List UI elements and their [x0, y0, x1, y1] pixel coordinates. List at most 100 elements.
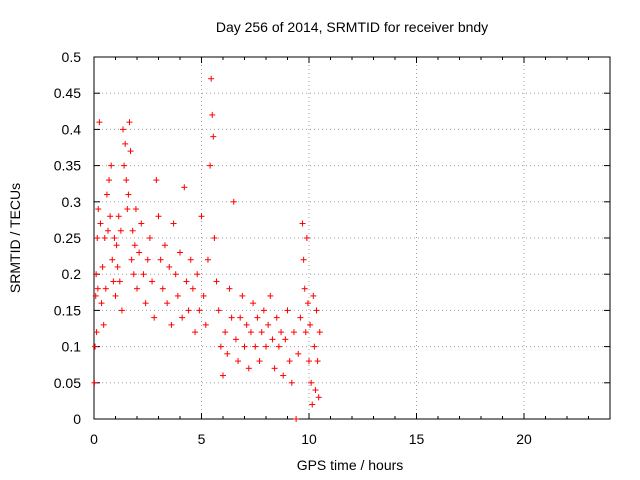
x-axis-label: GPS time / hours: [297, 457, 404, 473]
data-point: [177, 249, 183, 256]
data-point: [299, 220, 306, 227]
data-point: [198, 213, 205, 220]
data-point: [111, 235, 118, 241]
data-point: [213, 278, 220, 285]
data-point: [116, 278, 123, 285]
data-point: [311, 343, 318, 350]
data-point: [142, 300, 149, 307]
data-point: [134, 285, 140, 292]
data-point: [302, 329, 309, 336]
data-point: [185, 307, 192, 314]
data-point: [125, 191, 132, 198]
y-tick-label: 0.1: [62, 339, 82, 355]
data-point: [282, 336, 289, 343]
data-point: [159, 285, 166, 292]
data-point: [200, 292, 207, 299]
data-point: [174, 292, 181, 299]
data-point: [301, 285, 308, 292]
data-point: [98, 300, 105, 307]
data-point: [161, 242, 168, 249]
y-tick-label: 0.35: [54, 158, 81, 174]
data-point: [241, 343, 248, 350]
data-point: [107, 213, 114, 220]
data-point: [204, 256, 211, 263]
data-point: [295, 350, 302, 357]
data-point: [166, 263, 173, 270]
data-point: [293, 416, 300, 422]
data-point: [271, 365, 278, 372]
data-point: [243, 321, 250, 328]
data-point: [93, 271, 100, 278]
data-point: [95, 206, 102, 213]
data-point: [126, 119, 133, 126]
data-point: [106, 177, 113, 184]
data-point: [210, 133, 217, 140]
data-point: [239, 292, 246, 299]
data-point: [121, 162, 128, 169]
y-axis-label: SRMTID / TECUs: [7, 183, 23, 293]
data-point: [273, 314, 280, 321]
data-point: [110, 278, 117, 285]
y-tick-label: 0.3: [62, 194, 82, 210]
data-point: [312, 387, 319, 394]
data-point: [269, 336, 276, 343]
data-point: [217, 343, 224, 350]
data-point: [315, 394, 322, 401]
data-point: [187, 256, 194, 263]
data-point: [179, 314, 186, 321]
data-point: [224, 350, 231, 357]
data-point: [235, 358, 242, 365]
data-point: [94, 235, 101, 241]
data-point: [118, 307, 125, 314]
data-point: [168, 321, 175, 328]
data-point: [308, 379, 315, 386]
data-point: [136, 249, 143, 256]
data-point: [189, 285, 196, 292]
data-point: [170, 220, 177, 227]
data-point: [192, 329, 199, 336]
x-tick-label: 0: [90, 431, 98, 447]
data-point: [117, 227, 124, 234]
data-point: [258, 329, 265, 336]
data-point: [222, 329, 229, 336]
data-point: [211, 235, 218, 241]
data-point: [109, 256, 116, 263]
data-point: [313, 307, 320, 314]
data-point: [146, 235, 153, 241]
data-point: [286, 358, 293, 365]
data-point: [112, 292, 119, 299]
data-point: [256, 358, 263, 365]
axis-ticks: 0 5 10 15 20 0 0.05 0.1 0.15 0.2 0.25 0.3 0.35 0.4 0.4…: [54, 49, 610, 447]
data-point: [310, 292, 317, 299]
x-tick-label: 5: [198, 431, 206, 447]
y-tick-label: 0.2: [62, 266, 82, 282]
data-point: [194, 271, 201, 278]
data-point: [230, 198, 237, 205]
x-tick-label: 15: [409, 431, 425, 447]
data-point: [288, 379, 295, 386]
data-point: [207, 162, 214, 169]
data-point: [130, 271, 137, 278]
data-point: [254, 314, 261, 321]
data-point: [303, 235, 310, 241]
data-point: [228, 314, 235, 321]
data-point: [102, 285, 109, 292]
data-point: [220, 372, 226, 379]
data-point: [252, 343, 259, 350]
data-point: [131, 242, 138, 249]
data-point: [144, 256, 151, 263]
data-point: [155, 213, 162, 220]
data-point: [113, 242, 120, 249]
data-point: [172, 271, 179, 278]
y-tick-label: 0: [73, 411, 81, 427]
data-point: [151, 314, 158, 321]
data-point: [115, 213, 122, 220]
data-point: [103, 191, 110, 198]
data-point: [304, 300, 311, 307]
data-point: [129, 227, 136, 234]
data-point: [300, 256, 307, 263]
data-point: [93, 329, 100, 336]
data-point: [307, 321, 314, 328]
data-point: [164, 300, 171, 307]
